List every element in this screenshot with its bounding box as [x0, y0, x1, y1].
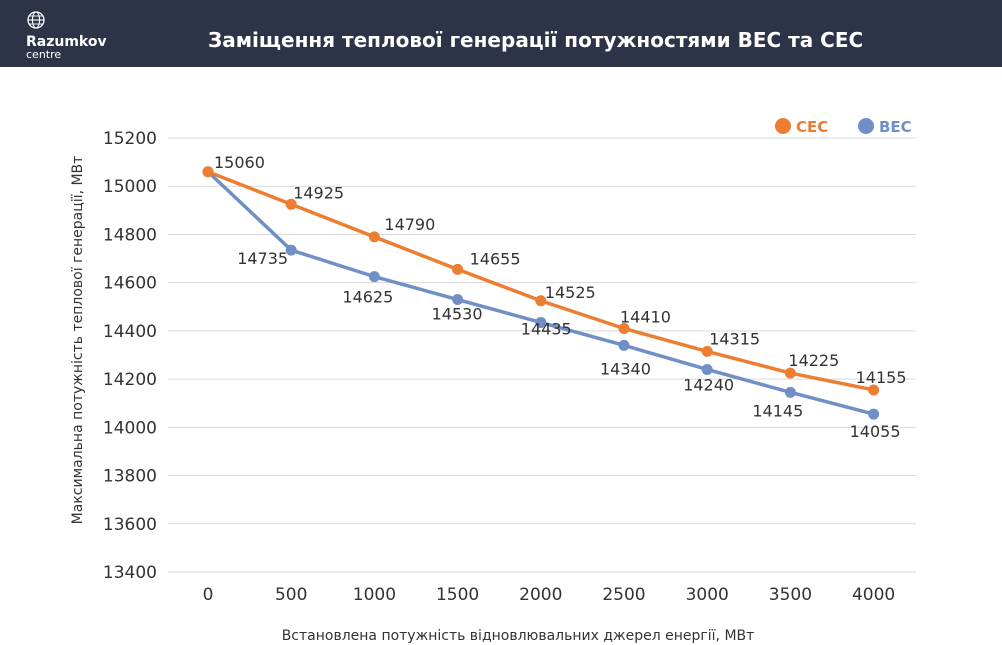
y-tick-label: 14000 — [103, 418, 157, 438]
data-label-wes: 14055 — [850, 422, 901, 441]
y-tick-label: 13800 — [103, 467, 157, 487]
y-axis-ticks: 13400 13600 13800 14000 14200 14400 14600 14800… — [103, 129, 157, 583]
y-tick-label: 13400 — [103, 563, 157, 583]
series-points — [202, 166, 880, 420]
data-label-ses: 14790 — [384, 215, 435, 234]
x-tick-label: 2500 — [602, 585, 645, 605]
data-point-wes — [618, 339, 630, 351]
data-point-ses — [368, 231, 380, 243]
legend-label-ses: СЕС — [796, 118, 828, 136]
data-point-ses — [452, 263, 464, 275]
data-label-ses: 14525 — [545, 283, 596, 302]
x-tick-label: 3500 — [769, 585, 812, 605]
data-point-ses — [701, 345, 713, 357]
x-tick-label: 0 — [203, 585, 214, 605]
data-label-wes: 14340 — [600, 359, 651, 378]
series-line-ses — [207, 170, 874, 392]
data-point-wes — [452, 294, 464, 306]
data-point-ses — [784, 367, 796, 379]
series-lines — [206, 170, 875, 416]
data-label-wes: 14530 — [432, 305, 483, 324]
header-bar: Razumkov centre Заміщення теплової генер… — [0, 0, 1002, 67]
data-label-ses: 14925 — [293, 183, 344, 202]
legend-marker-ses — [775, 118, 791, 134]
globe-icon — [27, 11, 45, 29]
series-line-wes — [206, 170, 875, 416]
chart-title: Заміщення теплової генерації потужностям… — [208, 28, 864, 52]
y-tick-label: 15200 — [103, 129, 157, 149]
data-labels: 15060 14925 14790 14655 14525 14410 14315 14225… — [214, 153, 907, 441]
y-tick-label: 14800 — [103, 225, 157, 245]
legend-item-ses[interactable]: СЕС — [775, 118, 828, 136]
data-label-ses: 15060 — [214, 153, 265, 172]
data-label-ses: 14410 — [620, 307, 671, 326]
grid-lines — [168, 137, 916, 573]
data-label-ses: 14155 — [856, 368, 907, 387]
razumkov-logo[interactable]: Razumkov centre — [24, 10, 134, 62]
data-point-ses — [868, 384, 880, 396]
data-point-ses — [285, 198, 297, 210]
data-point-ses — [535, 295, 547, 307]
data-label-wes: 14735 — [237, 249, 288, 268]
data-label-wes: 14625 — [342, 288, 393, 307]
x-tick-label: 2000 — [519, 585, 562, 605]
data-point-ses — [202, 166, 214, 178]
data-label-ses: 14225 — [788, 351, 839, 370]
logo-name: Razumkov — [26, 34, 107, 50]
legend-label-wes: ВЕС — [879, 118, 912, 136]
data-label-wes: 14435 — [521, 319, 572, 338]
x-axis-ticks: 0 500 1000 1500 2000 2500 3000 3500 4000 — [203, 585, 896, 605]
data-label-wes: 14145 — [752, 401, 803, 420]
data-point-wes — [784, 386, 796, 398]
x-tick-label: 1000 — [353, 585, 396, 605]
y-tick-label: 14600 — [103, 274, 157, 294]
y-axis-title: Максимальна потужність теплової генераці… — [70, 156, 86, 525]
y-tick-label: 14400 — [103, 322, 157, 342]
legend: СЕС ВЕС — [775, 118, 912, 136]
x-tick-label: 500 — [275, 585, 307, 605]
data-point-wes — [701, 363, 713, 375]
x-tick-label: 1500 — [436, 585, 479, 605]
data-point-wes — [535, 316, 547, 328]
y-tick-label: 15000 — [103, 177, 157, 197]
legend-marker-wes — [858, 118, 874, 134]
data-label-ses: 14315 — [709, 329, 760, 348]
data-point-wes — [868, 408, 880, 420]
logo-subtitle: centre — [26, 48, 62, 61]
y-tick-label: 13600 — [103, 515, 157, 535]
data-point-wes — [285, 244, 297, 256]
data-label-ses: 14655 — [470, 249, 521, 268]
x-tick-label: 4000 — [852, 585, 895, 605]
x-axis-title: Встановлена потужність відновлювальних д… — [282, 628, 755, 644]
data-point-wes — [368, 271, 380, 283]
x-tick-label: 3000 — [686, 585, 729, 605]
y-tick-label: 14200 — [103, 370, 157, 390]
data-label-wes: 14240 — [683, 375, 734, 394]
legend-item-wes[interactable]: ВЕС — [858, 118, 912, 136]
data-point-ses — [618, 322, 630, 334]
